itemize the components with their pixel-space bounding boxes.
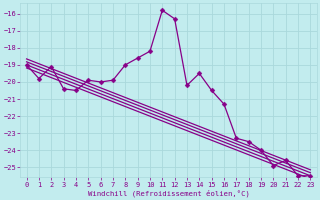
X-axis label: Windchill (Refroidissement éolien,°C): Windchill (Refroidissement éolien,°C): [88, 189, 249, 197]
